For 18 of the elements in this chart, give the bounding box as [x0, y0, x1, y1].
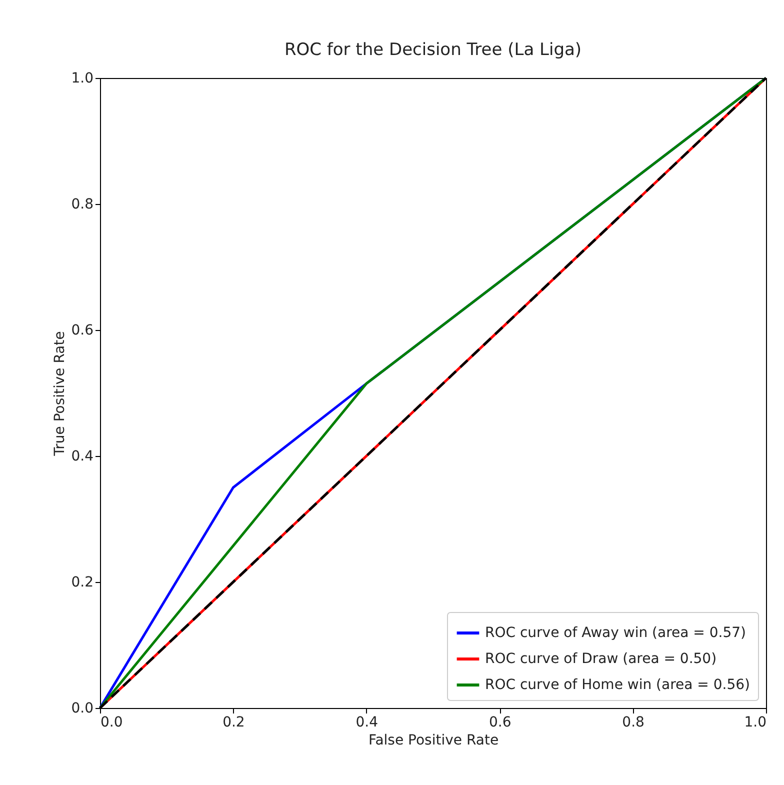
- x-tick-label: 0.2: [222, 714, 245, 730]
- y-tick-label: 0.2: [71, 574, 94, 590]
- legend-label: ROC curve of Home win (area = 0.56): [485, 677, 750, 693]
- x-tick-label: 0.4: [356, 714, 378, 730]
- x-tick-label: 0.8: [622, 714, 644, 730]
- x-axis-title: False Positive Rate: [368, 732, 499, 748]
- legend-label: ROC curve of Draw (area = 0.50): [485, 651, 717, 667]
- chart-title: ROC for the Decision Tree (La Liga): [284, 40, 582, 60]
- y-tick-label: 0.6: [71, 322, 94, 338]
- y-tick-label: 1.0: [71, 70, 94, 86]
- x-tick-label: 0.0: [100, 714, 123, 730]
- x-tick-label: 1.0: [744, 714, 766, 730]
- legend-label: ROC curve of Away win (area = 0.57): [485, 625, 746, 641]
- y-axis-title: True Positive Rate: [52, 331, 68, 457]
- x-tick-label: 0.6: [488, 714, 512, 730]
- y-tick-label: 0.8: [71, 196, 94, 212]
- y-tick-label: 0.4: [71, 448, 94, 464]
- y-tick-label: 0.0: [71, 700, 94, 716]
